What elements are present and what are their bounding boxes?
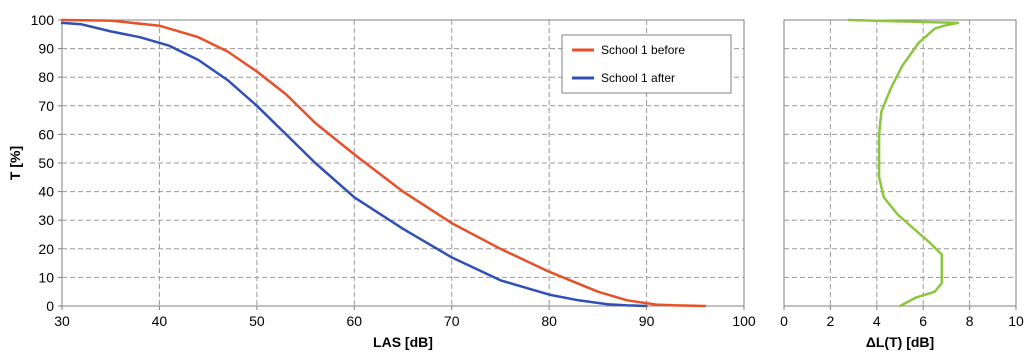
delta-x-tick-label: 2 <box>827 313 835 329</box>
legend: School 1 before School 1 after <box>561 34 732 94</box>
main-chart: 30 40 50 60 70 80 90 100 0 10 20 30 40 50 60 70 80 90 100… <box>7 12 756 350</box>
main-x-axis-title: LAS [dB] <box>373 334 433 350</box>
delta-series-group <box>847 18 960 308</box>
main-y-tick-label: 10 <box>38 269 54 285</box>
delta-chart: 0 2 4 6 8 10 ΔL(T) [dB] <box>780 18 1024 350</box>
delta-x-tick-label: 8 <box>966 313 974 329</box>
main-y-ticks: 0 10 20 30 40 50 60 70 80 90 100 <box>31 12 62 314</box>
main-x-tick-label: 100 <box>732 313 756 329</box>
main-y-tick-label: 100 <box>31 12 55 28</box>
main-y-tick-label: 60 <box>38 126 54 142</box>
delta-x-tick-label: 4 <box>873 313 881 329</box>
main-y-axis-title: T [%] <box>7 146 23 180</box>
delta-grid <box>784 20 1016 306</box>
delta-x-tick-label: 6 <box>919 313 927 329</box>
main-x-tick-label: 40 <box>152 313 168 329</box>
main-y-tick-label: 80 <box>38 69 54 85</box>
legend-label-before: School 1 before <box>601 43 685 57</box>
main-x-tick-label: 30 <box>54 313 70 329</box>
delta-x-axis-title: ΔL(T) [dB] <box>866 334 934 350</box>
legend-label-after: School 1 after <box>601 71 675 85</box>
main-y-tick-label: 40 <box>38 184 54 200</box>
main-series-line-1 <box>60 21 648 308</box>
main-x-tick-label: 80 <box>541 313 557 329</box>
main-x-tick-label: 50 <box>249 313 265 329</box>
legend-box <box>561 34 732 94</box>
main-y-tick-label: 20 <box>38 241 54 257</box>
main-series-line-0 <box>60 18 707 308</box>
main-series-group <box>60 18 707 308</box>
delta-x-ticks: 0 2 4 6 8 10 <box>780 306 1024 329</box>
main-x-tick-label: 70 <box>444 313 460 329</box>
main-x-tick-label: 60 <box>346 313 362 329</box>
main-x-ticks: 30 40 50 60 70 80 90 100 <box>54 306 756 329</box>
main-y-tick-label: 0 <box>46 298 54 314</box>
main-y-tick-label: 90 <box>38 41 54 57</box>
main-y-tick-label: 50 <box>38 155 54 171</box>
main-x-tick-label: 90 <box>639 313 655 329</box>
main-y-tick-label: 30 <box>38 212 54 228</box>
delta-x-tick-label: 0 <box>780 313 788 329</box>
delta-x-tick-label: 10 <box>1008 313 1024 329</box>
delta-series-line-0 <box>847 18 960 308</box>
main-y-tick-label: 70 <box>38 98 54 114</box>
